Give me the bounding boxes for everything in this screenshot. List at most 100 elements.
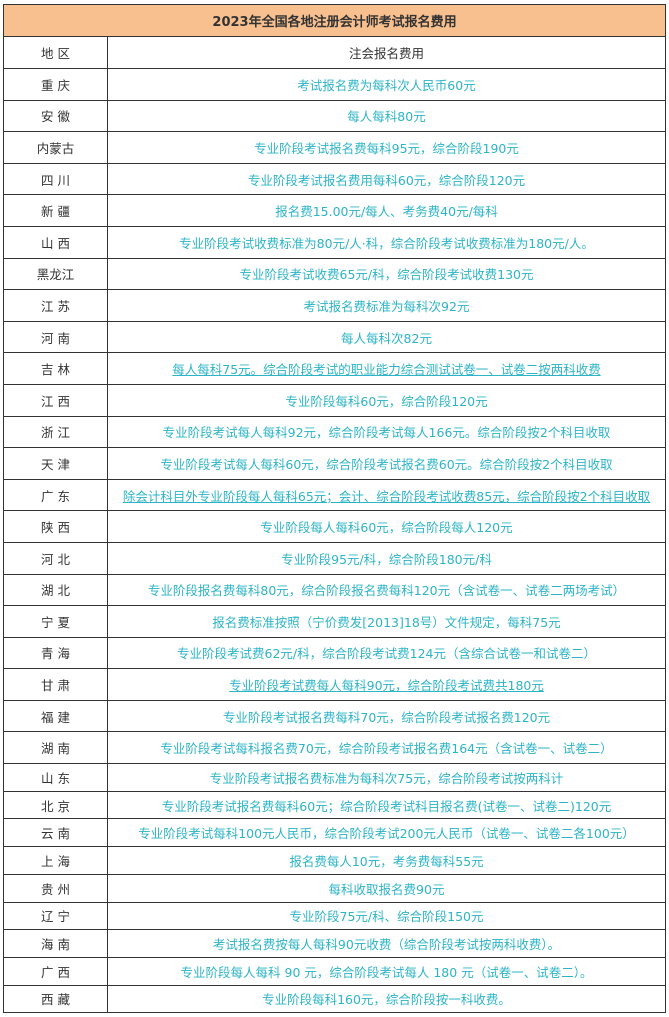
region-cell: 湖 南 xyxy=(3,731,108,765)
fee-cell: 专业阶段每科60元，综合阶段120元 xyxy=(107,383,666,417)
region-cell: 安 徽 xyxy=(3,99,108,133)
fee-text: 专业阶段考试收费标准为80元/人·科，综合阶段考试收费标准为180元/人。 xyxy=(179,235,594,251)
fee-link[interactable]: 除会计科目外专业阶段每人每科65元；会计、综合阶段考试收费85元，综合阶段按2个… xyxy=(122,488,651,504)
fee-cell: 专业阶段考试报名费每科60元；综合阶段考试科目报名费(试卷一、试卷二)120元 xyxy=(107,790,666,820)
fee-cell: 专业阶段考试每科100元人民币，综合阶段考试200元人民币（试卷一、试卷二各10… xyxy=(107,818,666,848)
fee-cell: 每人每科80元 xyxy=(107,99,666,133)
table-row: 湖 南 专业阶段考试每科报名费70元，综合阶段考试报名费164元（含试卷一、试卷二… xyxy=(3,731,666,765)
region-cell: 江 西 xyxy=(3,383,108,417)
table-row: 宁 夏 报名费标准按照（宁价费发[2013]18号）文件规定，每科75元 xyxy=(3,605,666,638)
table-title: 2023年全国各地注册会计师考试报名费用 xyxy=(3,4,666,37)
region-cell: 云 南 xyxy=(3,818,108,848)
table-row: 黑龙江 专业阶段考试收费65元/科，综合阶段考试收费130元 xyxy=(3,257,666,291)
column-header-row: 地 区 注会报名费用 xyxy=(3,36,666,69)
fee-text: 专业阶段考试报名费每科95元，综合阶段190元 xyxy=(254,140,519,156)
region-cell: 宁 夏 xyxy=(3,605,108,638)
fee-link[interactable]: 每人每科75元。综合阶段考试的职业能力综合测试试卷一、试卷二按两科收费 xyxy=(172,362,601,378)
fee-text: 每人每科80元 xyxy=(347,109,426,125)
column-header-region: 地 区 xyxy=(3,36,108,69)
fee-text: 报名费标准按照（宁价费发[2013]18号）文件规定，每科75元 xyxy=(212,614,561,630)
region-cell: 天 津 xyxy=(3,447,108,480)
region-cell: 新 疆 xyxy=(3,194,108,227)
table-row: 江 西 专业阶段每科60元，综合阶段120元 xyxy=(3,383,666,417)
table-row: 贵 州 每科收取报名费90元 xyxy=(3,873,666,903)
region-cell: 辽 宁 xyxy=(3,901,108,931)
table-row: 甘 肃 专业阶段考试费每人每科90元，综合阶段考试费共180元 xyxy=(3,668,666,701)
region-cell: 吉 林 xyxy=(3,352,108,385)
table-row: 山 东 专业阶段考试报名费标准为每科次75元，综合阶段考试按两科计 xyxy=(3,763,666,792)
fee-cell: 考试报名费标准为每科次92元 xyxy=(107,289,666,322)
table-title-row: 2023年全国各地注册会计师考试报名费用 xyxy=(3,4,666,37)
fee-cell: 每人每科次82元 xyxy=(107,320,666,354)
table-row: 陕 西 专业阶段每人每科60元，综合阶段每人120元 xyxy=(3,510,666,543)
fee-text: 专业阶段考试每人每科60元，综合阶段考试报名费60元。综合阶段按2个科目收取 xyxy=(160,456,613,472)
fee-cell: 专业阶段考试费62元/科，综合阶段考试费124元（含综合试卷一和试卷二） xyxy=(107,636,666,670)
fee-cell: 专业阶段75元/科、综合阶段150元 xyxy=(107,901,666,931)
table-row: 天 津 专业阶段考试每人每科60元，综合阶段考试报名费60元。综合阶段按2个科目收… xyxy=(3,447,666,480)
fee-cell: 专业阶段考试报名费每科70元，综合阶段考试报名费120元 xyxy=(107,699,666,733)
fee-text: 报名费每人10元，考务费每科55元 xyxy=(289,853,484,869)
region-cell: 甘 肃 xyxy=(3,668,108,701)
table-row: 广 东除会计科目外专业阶段每人每科65元；会计、综合阶段考试收费85元，综合阶段… xyxy=(3,478,666,512)
region-cell: 北 京 xyxy=(3,790,108,820)
table-row: 上 海 报名费每人10元，考务费每科55元 xyxy=(3,846,666,875)
table-row: 新 疆 报名费15.00元/每人、考务费40元/每科 xyxy=(3,194,666,227)
fee-cell: 专业阶段考试报名费每科95元，综合阶段190元 xyxy=(107,131,666,164)
region-cell: 海 南 xyxy=(3,929,108,958)
fee-text: 专业阶段每科160元，综合阶段按一科收费。 xyxy=(262,992,511,1008)
region-cell: 黑龙江 xyxy=(3,257,108,291)
fee-text: 报名费15.00元/每人、考务费40元/每科 xyxy=(275,204,498,220)
region-cell: 西 藏 xyxy=(3,984,108,1014)
region-cell: 福 建 xyxy=(3,699,108,733)
table-row: 重 庆 考试报名费为每科次人民币60元 xyxy=(3,68,666,101)
fee-cell: 专业阶段每科160元，综合阶段按一科收费。 xyxy=(107,984,666,1014)
fee-cell: 专业阶段95元/科，综合阶段180元/科 xyxy=(107,541,666,575)
region-cell: 重 庆 xyxy=(3,68,108,101)
fee-cell: 每人每科75元。综合阶段考试的职业能力综合测试试卷一、试卷二按两科收费 xyxy=(107,352,666,385)
column-header-fee: 注会报名费用 xyxy=(107,36,666,69)
region-cell: 湖 北 xyxy=(3,573,108,607)
fee-text: 考试报名费为每科次人民币60元 xyxy=(297,77,476,93)
fee-link[interactable]: 专业阶段考试费每人每科90元，综合阶段考试费共180元 xyxy=(229,678,544,694)
fee-text: 专业阶段考试每人每科92元，综合阶段考试每人166元。综合阶段按2个科目收取 xyxy=(162,425,611,441)
fee-cell: 考试报名费按每人每科90元收费（综合阶段考试按两科收费）。 xyxy=(107,929,666,958)
region-cell: 上 海 xyxy=(3,846,108,875)
table-row: 湖 北 专业阶段报名费每科80元，综合阶段报名费每科120元（含试卷一、试卷二两场… xyxy=(3,573,666,607)
table-row: 浙 江 专业阶段考试每人每科92元，综合阶段考试每人166元。综合阶段按2个科目收… xyxy=(3,415,666,449)
region-cell: 河 南 xyxy=(3,320,108,354)
fee-cell: 专业阶段考试每科报名费70元，综合阶段考试报名费164元（含试卷一、试卷二） xyxy=(107,731,666,765)
fee-text: 专业阶段考试每科报名费70元，综合阶段考试报名费164元（含试卷一、试卷二） xyxy=(160,741,613,757)
fee-cell: 专业阶段考试每人每科60元，综合阶段考试报名费60元。综合阶段按2个科目收取 xyxy=(107,447,666,480)
table-row: 四 川 专业阶段考试报名费用每科60元，综合阶段120元 xyxy=(3,162,666,196)
fee-text: 专业阶段考试费62元/科，综合阶段考试费124元（含综合试卷一和试卷二） xyxy=(177,646,596,662)
table-row: 北 京 专业阶段考试报名费每科60元；综合阶段考试科目报名费(试卷一、试卷二)12… xyxy=(3,790,666,820)
table-row: 福 建 专业阶段考试报名费每科70元，综合阶段考试报名费120元 xyxy=(3,699,666,733)
table-row: 安 徽 每人每科80元 xyxy=(3,99,666,133)
fee-cell: 专业阶段考试报名费标准为每科次75元，综合阶段考试按两科计 xyxy=(107,763,666,792)
fee-text: 考试报名费按每人每科90元收费（综合阶段考试按两科收费）。 xyxy=(212,937,561,953)
table-row: 海 南 考试报名费按每人每科90元收费（综合阶段考试按两科收费）。 xyxy=(3,929,666,958)
fee-text: 每人每科次82元 xyxy=(341,330,432,346)
table-row: 青 海 专业阶段考试费62元/科，综合阶段考试费124元（含综合试卷一和试卷二） xyxy=(3,636,666,670)
region-cell: 山 东 xyxy=(3,763,108,792)
table-row: 云 南 专业阶段考试每科100元人民币，综合阶段考试200元人民币（试卷一、试卷二… xyxy=(3,818,666,848)
fee-text: 专业阶段95元/科，综合阶段180元/科 xyxy=(281,551,492,567)
region-cell: 河 北 xyxy=(3,541,108,575)
region-cell: 广 东 xyxy=(3,478,108,512)
fee-cell: 专业阶段考试报名费用每科60元，综合阶段120元 xyxy=(107,162,666,196)
fee-cell: 专业阶段报名费每科80元，综合阶段报名费每科120元（含试卷一、试卷二两场考试） xyxy=(107,573,666,607)
fee-text: 每科收取报名费90元 xyxy=(328,881,445,897)
fee-text: 专业阶段考试报名费每科60元；综合阶段考试科目报名费(试卷一、试卷二)120元 xyxy=(161,798,612,814)
table-row: 吉 林 每人每科75元。综合阶段考试的职业能力综合测试试卷一、试卷二按两科收费 xyxy=(3,352,666,385)
fee-text: 专业阶段报名费每科80元，综合阶段报名费每科120元（含试卷一、试卷二两场考试） xyxy=(147,583,626,599)
region-cell: 四 川 xyxy=(3,162,108,196)
fee-text: 考试报名费标准为每科次92元 xyxy=(303,298,470,314)
fee-text: 专业阶段考试报名费用每科60元，综合阶段120元 xyxy=(247,172,526,188)
region-cell: 江 苏 xyxy=(3,289,108,322)
table-row: 广 西 专业阶段每人每科 90 元，综合阶段考试每人 180 元（试卷一、试卷二）… xyxy=(3,956,666,986)
region-cell: 陕 西 xyxy=(3,510,108,543)
region-cell: 内蒙古 xyxy=(3,131,108,164)
fee-text: 专业阶段考试报名费标准为每科次75元，综合阶段考试按两科计 xyxy=(209,770,564,786)
fee-cell: 专业阶段考试收费65元/科，综合阶段考试收费130元 xyxy=(107,257,666,291)
fee-cell: 报名费每人10元，考务费每科55元 xyxy=(107,846,666,875)
